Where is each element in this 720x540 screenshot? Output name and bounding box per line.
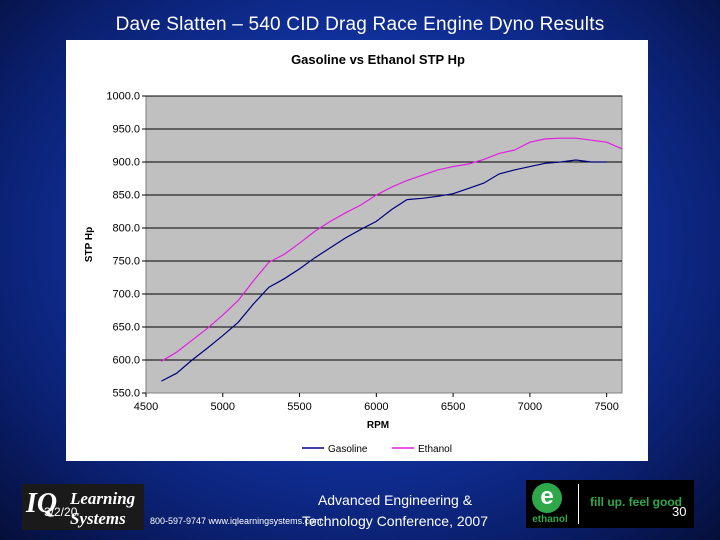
legend-label-gasoline: Gasoline: [328, 444, 368, 455]
series-line-gasoline: [161, 159, 607, 382]
y-tick-label: 900.0: [112, 157, 140, 169]
series-line-ethanol: [161, 137, 623, 362]
ethanol-e-icon: e: [532, 483, 562, 513]
iq-learning-systems-logo: IQ Learning Systems: [22, 484, 144, 530]
y-tick-label: 750.0: [112, 256, 140, 268]
x-tick-label: 6000: [364, 401, 388, 413]
y-tick-label: 550.0: [112, 388, 140, 400]
x-axis-label: RPM: [367, 420, 389, 431]
y-tick-label: 950.0: [112, 124, 140, 136]
hp-line-chart: 550.0 600.0 650.0 700.0 750.0 800.0 850.0 900.0…: [84, 52, 623, 455]
y-tick-label: 650.0: [112, 322, 140, 334]
chart-panel: 550.0 600.0 650.0 700.0 750.0 800.0 850.0 900.0…: [66, 40, 648, 461]
logo-systems-text: Systems: [70, 509, 126, 528]
page-number: 30: [672, 504, 687, 519]
y-tick-label: 600.0: [112, 355, 140, 367]
y-axis-label: STP Hp: [84, 227, 95, 262]
slide-date: 3/2/20: [44, 505, 78, 519]
x-tick-label: 6500: [441, 401, 465, 413]
y-tick-label: 850.0: [112, 190, 140, 202]
ethanol-logo-word: ethanol: [532, 514, 568, 525]
logo-learning-text: Learning: [70, 489, 136, 508]
conference-name: Advanced Engineering & Technology Confer…: [301, 492, 489, 529]
logo-iq-mark: IQ: [26, 488, 58, 519]
logo-divider: [578, 484, 579, 524]
x-tick-label: 4500: [134, 401, 158, 413]
y-tick-label: 700.0: [112, 289, 140, 301]
x-tick-label: 7500: [594, 401, 618, 413]
y-tick-label: 800.0: [112, 223, 140, 235]
x-tick-label: 5500: [287, 401, 311, 413]
slide-title: Dave Slatten – 540 CID Drag Race Engine …: [115, 14, 605, 35]
x-tick-label: 7000: [518, 401, 542, 413]
ethanol-tagline: fill up. feel good: [590, 495, 682, 509]
x-tick-label: 5000: [211, 401, 235, 413]
plot-area: [145, 95, 623, 394]
y-tick-label: 1000.0: [106, 91, 140, 103]
legend-label-ethanol: Ethanol: [418, 444, 452, 455]
footer-contact: 800-597-9747 www.iqlearningsystems.com: [150, 516, 322, 526]
chart-title: Gasoline vs Ethanol STP Hp: [291, 52, 465, 67]
ethanol-logo: e ethanol fill up. feel good: [526, 480, 694, 528]
